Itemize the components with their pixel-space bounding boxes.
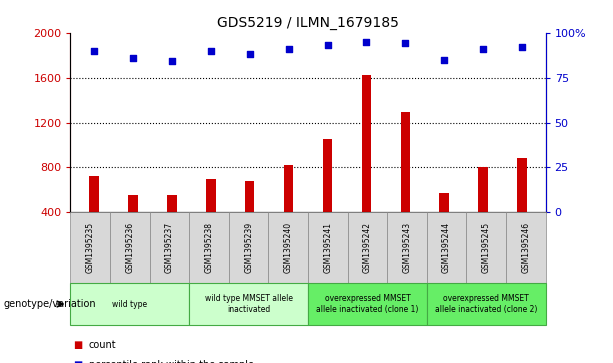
Text: overexpressed MMSET
allele inactivated (clone 1): overexpressed MMSET allele inactivated (… [316,294,419,314]
Point [284,46,294,52]
Point [89,48,99,54]
Point [322,42,332,48]
Text: GSM1395246: GSM1395246 [521,222,530,273]
Point [400,41,410,46]
Title: GDS5219 / ILMN_1679185: GDS5219 / ILMN_1679185 [217,16,399,30]
Bar [128,195,138,212]
Bar [478,167,488,212]
Point [478,46,488,52]
Bar [400,113,410,212]
Text: count: count [89,340,116,350]
Text: GSM1395244: GSM1395244 [442,222,451,273]
Bar [362,76,371,212]
Text: overexpressed MMSET
allele inactivated (clone 2): overexpressed MMSET allele inactivated (… [435,294,538,314]
Text: ■: ■ [74,360,83,363]
Bar [245,181,254,212]
Bar [284,165,294,212]
Bar [89,176,99,212]
Text: GSM1395237: GSM1395237 [165,222,174,273]
Point [440,57,449,62]
Text: percentile rank within the sample: percentile rank within the sample [89,360,254,363]
Text: GSM1395243: GSM1395243 [403,222,411,273]
Bar [322,139,332,212]
Text: wild type: wild type [112,299,148,309]
Point [362,39,371,45]
Text: GSM1395235: GSM1395235 [86,222,95,273]
Text: GSM1395245: GSM1395245 [482,222,490,273]
Bar [440,193,449,212]
Text: GSM1395236: GSM1395236 [126,222,134,273]
Text: genotype/variation: genotype/variation [3,299,96,309]
Bar [517,158,527,212]
Point [128,55,138,61]
Text: wild type MMSET allele
inactivated: wild type MMSET allele inactivated [205,294,292,314]
Point [517,44,527,50]
Text: GSM1395241: GSM1395241 [323,222,332,273]
Point [245,51,254,57]
Point [206,48,216,54]
Text: GSM1395238: GSM1395238 [205,222,213,273]
Text: ■: ■ [74,340,83,350]
Text: GSM1395242: GSM1395242 [363,222,372,273]
Bar [206,179,216,212]
Text: GSM1395240: GSM1395240 [284,222,293,273]
Text: GSM1395239: GSM1395239 [244,222,253,273]
Bar [167,195,177,212]
Point [167,58,177,64]
